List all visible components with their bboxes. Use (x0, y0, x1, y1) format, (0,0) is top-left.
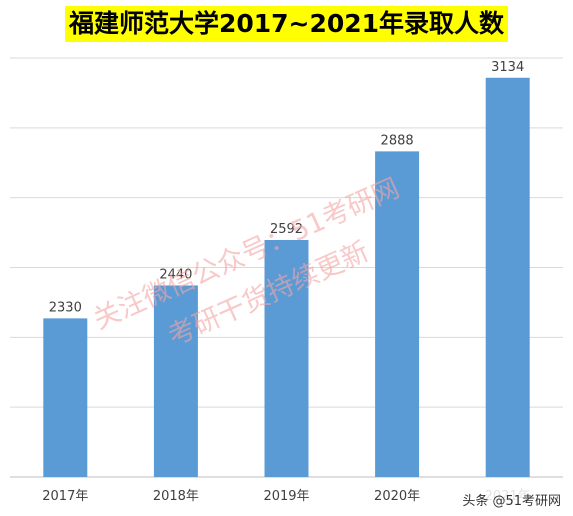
x-tick-label-2018年: 2018年 (153, 489, 199, 504)
bar-2017年 (43, 318, 88, 477)
bar-2019年 (264, 239, 309, 477)
title-wrap: 福建师范大学2017~2021年录取人数 (0, 6, 573, 42)
x-tick-label-2020年: 2020年 (374, 489, 420, 504)
bar-2018年 (153, 285, 198, 477)
data-label-2021年: 3134 (491, 60, 524, 75)
data-label-2020年: 2888 (381, 133, 414, 148)
x-tick-label-2017年: 2017年 (42, 489, 88, 504)
data-label-2019年: 2592 (270, 222, 303, 237)
data-label-2017年: 2330 (49, 300, 82, 315)
bar-2020年 (375, 151, 420, 477)
chart-title: 福建师范大学2017~2021年录取人数 (64, 6, 509, 42)
source-watermark: 头条 @51考研网 (458, 489, 565, 510)
data-label-2018年: 2440 (159, 267, 192, 282)
x-tick-label-2019年: 2019年 (263, 489, 309, 504)
bar-2021年 (485, 77, 530, 477)
